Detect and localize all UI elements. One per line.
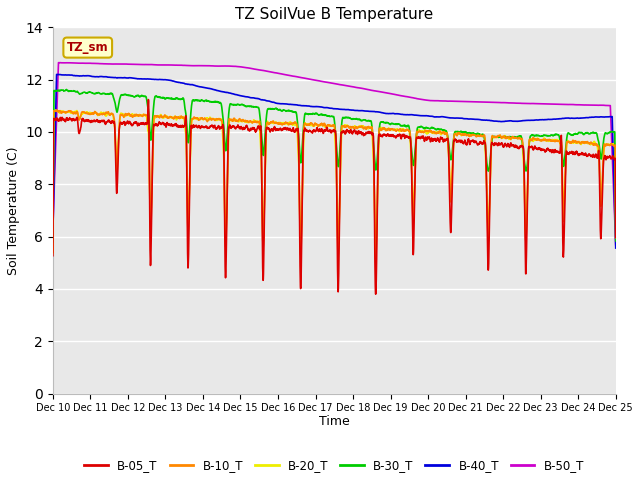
Y-axis label: Soil Temperature (C): Soil Temperature (C) xyxy=(7,146,20,275)
B-40_T xyxy=(147,76,154,82)
B-20_T xyxy=(540,135,548,141)
B-30_T xyxy=(612,238,620,244)
B-10_T xyxy=(265,121,273,127)
B-40_T xyxy=(49,231,57,237)
B-10_T xyxy=(147,228,154,234)
B-50_T xyxy=(113,61,121,67)
B-10_T xyxy=(53,108,61,113)
Title: TZ SoilVue B Temperature: TZ SoilVue B Temperature xyxy=(235,7,433,22)
Line: B-05_T: B-05_T xyxy=(53,99,616,294)
B-20_T xyxy=(612,235,620,241)
B-40_T xyxy=(540,117,548,122)
B-50_T xyxy=(54,60,62,66)
Line: B-50_T: B-50_T xyxy=(53,63,616,245)
B-10_T xyxy=(541,137,548,143)
B-30_T xyxy=(601,131,609,137)
B-10_T xyxy=(612,235,620,240)
B-20_T xyxy=(265,120,273,126)
Line: B-10_T: B-10_T xyxy=(53,110,616,258)
B-20_T xyxy=(289,121,297,127)
B-10_T xyxy=(289,120,297,126)
B-30_T xyxy=(49,239,57,245)
B-05_T xyxy=(49,253,57,259)
B-30_T xyxy=(147,136,154,142)
B-05_T xyxy=(113,188,121,194)
B-05_T xyxy=(147,262,154,267)
B-10_T xyxy=(113,166,121,172)
B-50_T xyxy=(612,242,620,248)
B-40_T xyxy=(265,98,273,104)
B-30_T xyxy=(265,106,273,111)
B-40_T xyxy=(612,245,620,251)
Line: B-40_T: B-40_T xyxy=(53,74,616,248)
B-50_T xyxy=(289,73,297,79)
B-40_T xyxy=(289,102,297,108)
B-20_T xyxy=(49,250,57,256)
Legend: B-05_T, B-10_T, B-20_T, B-30_T, B-40_T, B-50_T: B-05_T, B-10_T, B-20_T, B-30_T, B-40_T, … xyxy=(79,455,589,477)
B-40_T xyxy=(601,114,609,120)
B-05_T xyxy=(612,235,620,240)
B-40_T xyxy=(53,72,61,77)
B-05_T xyxy=(601,153,609,159)
B-05_T xyxy=(289,125,297,131)
B-20_T xyxy=(147,217,154,223)
B-50_T xyxy=(265,69,273,74)
B-20_T xyxy=(113,155,121,161)
B-10_T xyxy=(49,249,57,255)
B-10_T xyxy=(601,142,609,148)
B-20_T xyxy=(601,142,609,148)
B-05_T xyxy=(265,126,273,132)
Line: B-20_T: B-20_T xyxy=(53,110,616,253)
B-50_T xyxy=(601,103,609,108)
B-05_T xyxy=(145,96,152,102)
B-50_T xyxy=(540,101,548,107)
B-30_T xyxy=(540,132,548,138)
B-30_T xyxy=(289,109,297,115)
B-30_T xyxy=(63,86,70,92)
B-10_T xyxy=(372,255,380,261)
B-05_T xyxy=(541,148,548,154)
X-axis label: Time: Time xyxy=(319,415,349,428)
Text: TZ_sm: TZ_sm xyxy=(67,41,109,54)
B-30_T xyxy=(113,109,121,115)
B-40_T xyxy=(113,75,121,81)
B-05_T xyxy=(372,291,380,297)
B-20_T xyxy=(51,108,59,113)
B-50_T xyxy=(49,225,57,231)
B-50_T xyxy=(147,61,154,67)
Line: B-30_T: B-30_T xyxy=(53,89,616,242)
